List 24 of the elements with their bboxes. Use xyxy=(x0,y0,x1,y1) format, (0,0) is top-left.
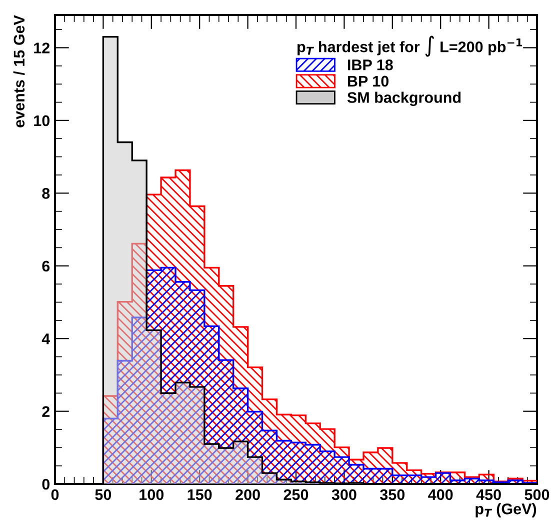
x-tick-label: 300 xyxy=(332,489,356,500)
x-tick-label: 0 xyxy=(51,489,59,500)
y-tick-label: 10 xyxy=(34,115,50,126)
legend-label: SM background xyxy=(347,92,461,106)
x-tick-label: 100 xyxy=(140,489,164,500)
y-tick-label: 4 xyxy=(42,334,50,344)
x-tick-label: 200 xyxy=(236,489,260,500)
legend-title: p$_{T}$ hardest jet for ∫ L=200 pb$^{−1}$ xyxy=(298,36,522,57)
y-tick-label: 2 xyxy=(42,406,50,417)
y-tick-label: 0 xyxy=(42,478,50,490)
x-axis-title: p$_{T}$ (GeV) xyxy=(476,503,536,518)
legend-label: IBP 18 xyxy=(348,59,393,70)
x-tick-label: 150 xyxy=(188,489,212,500)
x-tick-label: 500 xyxy=(524,489,550,500)
legend-label: BP 10 xyxy=(348,76,389,87)
y-tick-label: 12 xyxy=(34,42,50,54)
x-tick-label: 350 xyxy=(380,489,405,500)
x-tick-label: 250 xyxy=(284,489,308,500)
x-tick-label: 400 xyxy=(428,489,453,500)
y-axis-title: events / 15 GeV xyxy=(13,15,25,128)
y-tick-label: 6 xyxy=(42,260,50,272)
x-tick-label: 450 xyxy=(476,489,501,500)
y-tick-label: 8 xyxy=(42,188,50,199)
x-tick-label: 50 xyxy=(95,489,112,500)
